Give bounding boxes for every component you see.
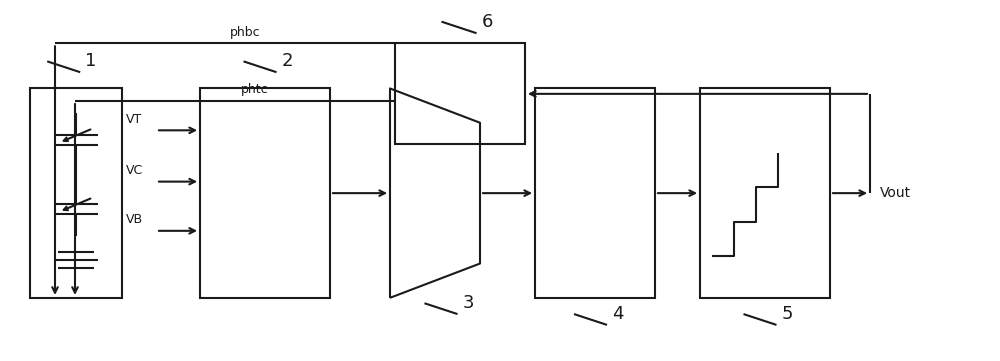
Text: 5: 5 <box>782 305 793 323</box>
Bar <box>200 88 330 298</box>
Bar <box>700 88 830 298</box>
Bar <box>535 88 655 298</box>
Text: Vout: Vout <box>880 186 911 200</box>
Text: phbc: phbc <box>230 26 260 39</box>
Text: VC: VC <box>126 164 143 177</box>
Text: 1: 1 <box>85 52 97 70</box>
Text: VT: VT <box>126 113 142 126</box>
Text: VB: VB <box>126 213 143 226</box>
Text: 6: 6 <box>482 13 493 31</box>
Text: 3: 3 <box>462 294 474 312</box>
Bar <box>395 43 525 144</box>
Text: 2: 2 <box>282 52 293 70</box>
Text: phtc: phtc <box>241 83 269 96</box>
Text: 4: 4 <box>612 305 624 323</box>
Bar <box>30 88 122 298</box>
